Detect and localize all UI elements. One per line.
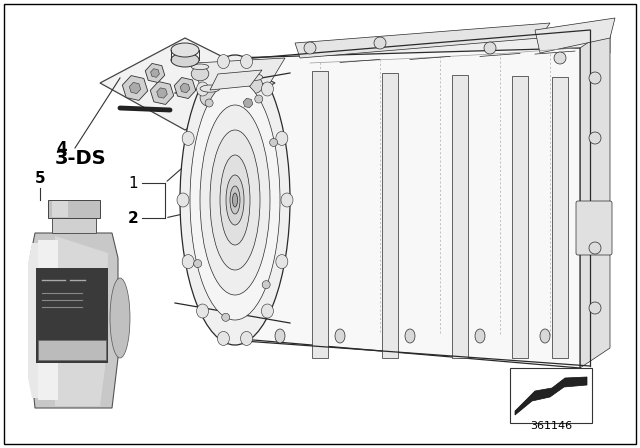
Ellipse shape <box>219 74 241 83</box>
Ellipse shape <box>281 193 293 207</box>
Bar <box>36 268 108 363</box>
Text: 2: 2 <box>127 211 138 225</box>
Polygon shape <box>312 71 328 358</box>
Polygon shape <box>52 201 68 217</box>
Ellipse shape <box>182 131 194 146</box>
Circle shape <box>589 132 601 144</box>
Polygon shape <box>512 76 528 358</box>
Ellipse shape <box>171 53 199 67</box>
Polygon shape <box>52 218 96 233</box>
Circle shape <box>589 72 601 84</box>
Ellipse shape <box>191 67 209 81</box>
Ellipse shape <box>218 55 229 69</box>
Circle shape <box>484 42 496 54</box>
Polygon shape <box>230 28 610 88</box>
Polygon shape <box>100 38 275 130</box>
Circle shape <box>205 99 213 107</box>
Ellipse shape <box>196 304 209 318</box>
Ellipse shape <box>276 131 288 146</box>
Ellipse shape <box>177 193 189 207</box>
Ellipse shape <box>241 55 253 69</box>
Ellipse shape <box>200 89 220 107</box>
Polygon shape <box>515 377 587 415</box>
Polygon shape <box>48 200 100 218</box>
Ellipse shape <box>241 332 253 345</box>
Circle shape <box>589 302 601 314</box>
Ellipse shape <box>275 329 285 343</box>
Ellipse shape <box>180 55 290 345</box>
Circle shape <box>269 138 278 146</box>
Polygon shape <box>30 233 118 408</box>
Polygon shape <box>382 73 398 358</box>
Circle shape <box>304 42 316 54</box>
Ellipse shape <box>276 254 288 269</box>
Ellipse shape <box>405 329 415 343</box>
Ellipse shape <box>190 80 280 320</box>
Polygon shape <box>38 240 58 400</box>
Ellipse shape <box>110 278 130 358</box>
Ellipse shape <box>220 155 250 245</box>
Text: 361146: 361146 <box>530 421 572 431</box>
Ellipse shape <box>540 329 550 343</box>
Polygon shape <box>295 23 550 58</box>
Bar <box>510 368 592 423</box>
Ellipse shape <box>191 64 209 69</box>
Ellipse shape <box>182 254 194 269</box>
Ellipse shape <box>230 186 240 214</box>
Ellipse shape <box>247 77 262 93</box>
Ellipse shape <box>261 82 273 96</box>
Text: 3-DS: 3-DS <box>55 148 107 168</box>
Polygon shape <box>195 58 285 88</box>
Bar <box>38 340 106 360</box>
Polygon shape <box>230 48 580 368</box>
Polygon shape <box>28 243 65 398</box>
Circle shape <box>554 52 566 64</box>
Ellipse shape <box>261 304 273 318</box>
Circle shape <box>221 313 230 321</box>
Circle shape <box>194 259 202 267</box>
Ellipse shape <box>219 78 241 100</box>
Ellipse shape <box>200 105 270 295</box>
Circle shape <box>374 37 386 49</box>
FancyBboxPatch shape <box>576 201 612 255</box>
Ellipse shape <box>475 329 485 343</box>
Text: 5: 5 <box>35 171 45 185</box>
Ellipse shape <box>232 193 237 207</box>
Ellipse shape <box>226 175 244 225</box>
Text: 4: 4 <box>57 141 67 155</box>
Polygon shape <box>535 18 615 53</box>
Polygon shape <box>452 74 468 358</box>
Circle shape <box>589 242 601 254</box>
Polygon shape <box>552 78 568 358</box>
Circle shape <box>255 95 263 103</box>
Polygon shape <box>580 28 610 368</box>
Polygon shape <box>210 70 262 90</box>
Ellipse shape <box>210 130 260 270</box>
Polygon shape <box>55 236 108 406</box>
Text: 1: 1 <box>128 176 138 190</box>
Ellipse shape <box>335 329 345 343</box>
Ellipse shape <box>200 85 220 92</box>
Ellipse shape <box>196 82 209 96</box>
Ellipse shape <box>171 43 199 57</box>
Ellipse shape <box>218 332 229 345</box>
Circle shape <box>262 280 270 289</box>
Ellipse shape <box>247 74 262 80</box>
